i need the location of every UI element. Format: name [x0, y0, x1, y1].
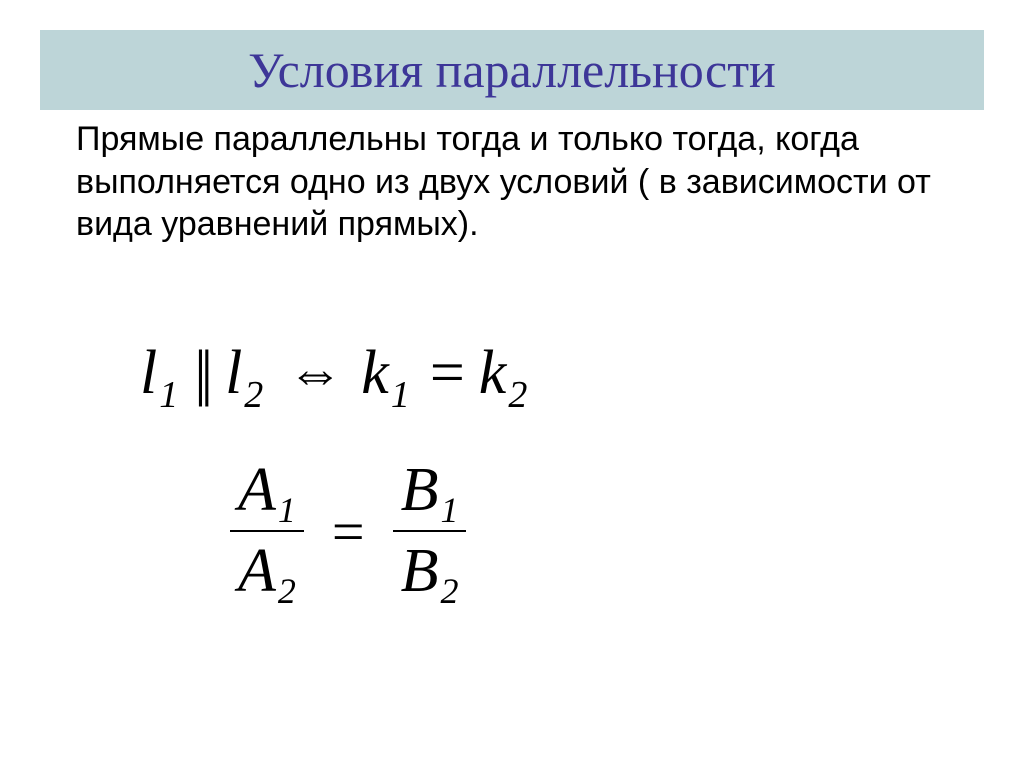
var-B2: B: [401, 536, 439, 607]
var-l2: l: [225, 338, 242, 409]
equals-2: =: [332, 498, 365, 565]
sub-A1: 1: [278, 489, 296, 531]
numerator-B1: B 1: [393, 455, 467, 526]
numerator-A1: A 1: [230, 455, 304, 526]
var-A1: A: [238, 455, 276, 526]
slide-title: Условия параллельности: [248, 41, 776, 99]
body-paragraph: Прямые параллельны тогда и только тогда,…: [76, 118, 934, 246]
denominator-B2: B 2: [393, 536, 467, 607]
var-k2: k: [479, 338, 507, 409]
sub-k2: 2: [508, 373, 527, 417]
fraction-A: A 1 A 2: [230, 455, 304, 607]
sub-k1: 1: [391, 373, 410, 417]
sub-A2: 2: [278, 570, 296, 612]
var-l1: l: [140, 338, 157, 409]
formula-slopes: l 1 || l 2 ⇔ k 1 = k 2: [140, 338, 533, 409]
var-A2: A: [238, 536, 276, 607]
denominator-A2: A 2: [230, 536, 304, 607]
iff-symbol: ⇔: [287, 341, 343, 405]
parallel-symbol: ||: [194, 338, 207, 409]
fraction-B: B 1 B 2: [393, 455, 467, 607]
sub-l2: 2: [244, 373, 263, 417]
title-bar: Условия параллельности: [40, 30, 984, 110]
equals-1: =: [430, 338, 465, 409]
var-B1: B: [401, 455, 439, 526]
sub-B1: 1: [440, 489, 458, 531]
formula-ratios: A 1 A 2 = B 1 B 2: [230, 455, 466, 607]
sub-B2: 2: [440, 570, 458, 612]
sub-l1: 1: [159, 373, 178, 417]
var-k1: k: [361, 338, 389, 409]
